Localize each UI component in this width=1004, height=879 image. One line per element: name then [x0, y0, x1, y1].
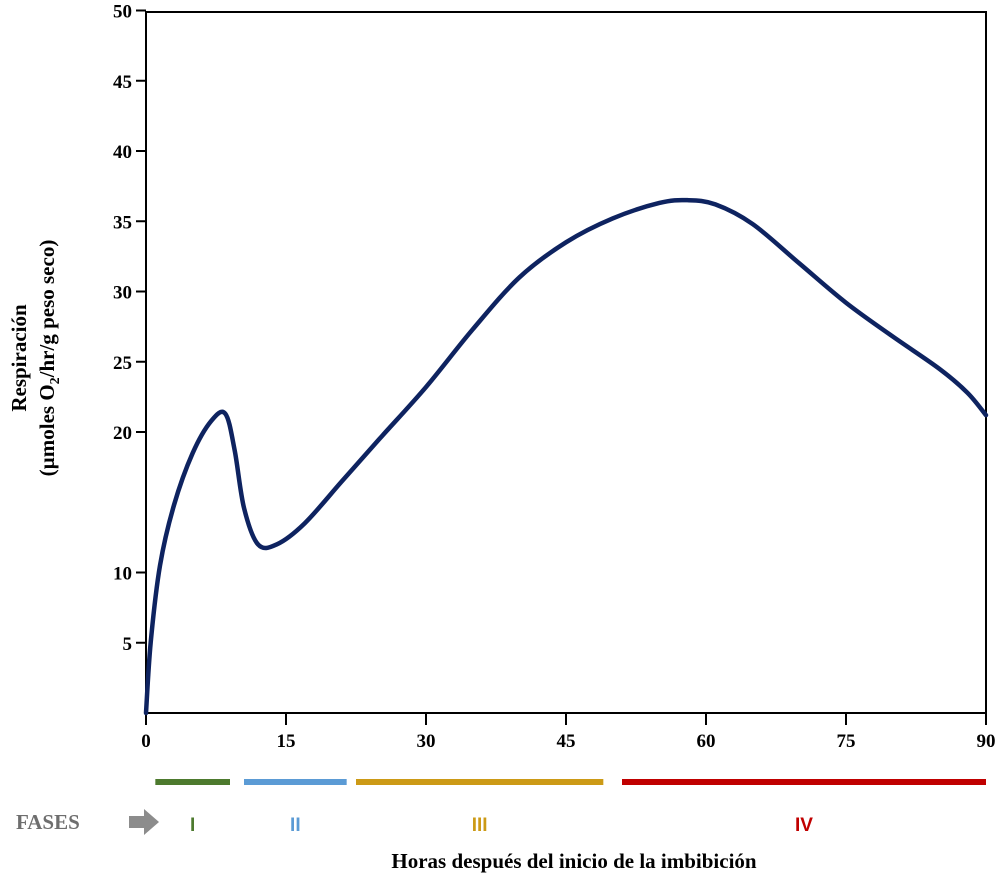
x-tick-label: 30 — [417, 731, 436, 752]
series-line-respiration — [143, 197, 989, 716]
phase-label-3: III — [472, 815, 488, 836]
x-axis: 0 15 30 45 60 75 90 — [141, 713, 996, 752]
y-tick-label: 5 — [123, 634, 133, 655]
x-tick-label: 15 — [277, 731, 296, 752]
y-tick-label: 50 — [113, 2, 132, 23]
y-tick-label: 40 — [113, 142, 132, 163]
phase-label-1: I — [190, 815, 195, 836]
phases-label: FASES — [16, 810, 80, 834]
x-tick-label: 90 — [977, 731, 996, 752]
y-axis-title: Respiración (µmoles O2/hr/g peso seco) — [7, 240, 63, 477]
y-tick-label: 45 — [113, 72, 132, 93]
y-axis-title-line1: Respiración — [7, 304, 31, 412]
x-tick-label: 60 — [697, 731, 716, 752]
x-tick-label: 45 — [557, 731, 576, 752]
phase-bars: I II III IV — [155, 779, 986, 836]
x-tick-label: 0 — [141, 731, 151, 752]
x-tick-label: 75 — [837, 731, 856, 752]
phase-label-4: IV — [795, 815, 813, 836]
y-tick-label: 35 — [113, 212, 132, 233]
x-axis-title: Horas después del inicio de la imbibició… — [391, 849, 757, 873]
y-tick-label: 25 — [113, 353, 132, 374]
arrow-right-icon — [129, 809, 159, 835]
y-tick-label: 30 — [113, 283, 132, 304]
phase-label-2: II — [290, 815, 301, 836]
y-tick-label: 20 — [113, 423, 132, 444]
plot-frame — [145, 11, 987, 714]
y-tick-label: 10 — [113, 564, 132, 585]
y-axis-title-line2: (µmoles O2/hr/g peso seco) — [35, 240, 63, 477]
y-axis: 5 10 20 25 30 35 40 45 50 — [113, 2, 146, 655]
